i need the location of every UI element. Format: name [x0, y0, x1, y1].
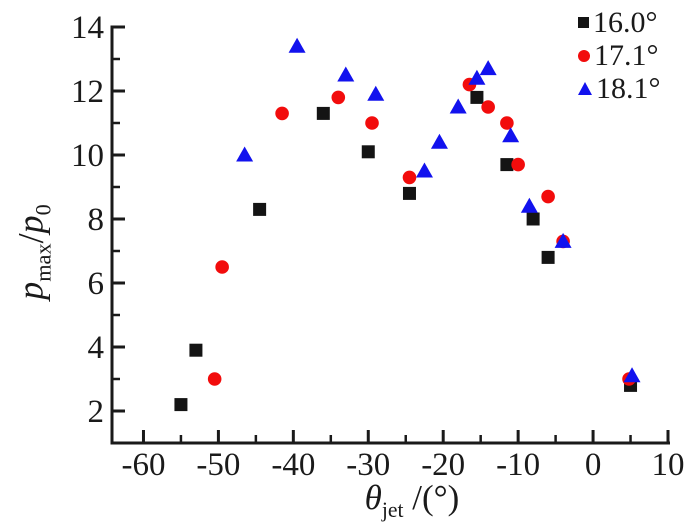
- axis-spines: [110, 25, 670, 445]
- data-point-triangle: [479, 60, 497, 76]
- x-tick-label: -10: [496, 447, 540, 483]
- data-point-circle: [481, 100, 495, 114]
- legend-item-18-1: 18.1°: [578, 72, 661, 105]
- y-tick-label: 6: [88, 266, 105, 302]
- data-point-circle: [402, 170, 417, 185]
- x-tick-label: -30: [346, 447, 390, 483]
- data-point-square: [253, 202, 267, 216]
- data-point-square: [361, 145, 375, 159]
- data-point-circle: [541, 189, 555, 204]
- y-title-subscript-2: 0: [30, 204, 56, 216]
- data-point-triangle: [288, 37, 306, 53]
- data-point-circle: [365, 116, 379, 130]
- data-point-triangle: [367, 85, 385, 101]
- legend-label-16-0: 16.0°: [593, 6, 658, 39]
- data-point-triangle: [468, 69, 486, 85]
- y-tick-label: 2: [88, 394, 105, 430]
- y-axis-title: pmax/p0: [9, 204, 56, 300]
- x-tick-label: -60: [121, 447, 165, 483]
- data-point-square: [470, 90, 484, 104]
- x-tick-label: 10: [652, 447, 685, 483]
- x-tick-label: -50: [196, 447, 240, 483]
- data-point-triangle: [337, 66, 355, 82]
- data-point-circle: [511, 157, 525, 172]
- data-point-circle: [500, 116, 514, 130]
- data-point-square: [316, 106, 330, 120]
- legend-item-17-1: 17.1°: [578, 39, 661, 72]
- data-point-square: [541, 250, 555, 264]
- data-point-circle: [215, 260, 229, 274]
- data-point-triangle: [430, 133, 448, 149]
- y-title-symbol-1: p: [10, 281, 51, 300]
- x-tick-label: -20: [421, 447, 465, 483]
- y-title-subscript-1: max: [30, 243, 56, 282]
- y-tick-label: 10: [71, 138, 104, 174]
- data-point-circle: [275, 106, 289, 121]
- data-point-triangle: [449, 98, 467, 114]
- legend-item-16-0: 16.0°: [578, 6, 661, 39]
- legend-label-17-1: 17.1°: [594, 39, 659, 72]
- data-point-triangle: [502, 127, 520, 143]
- y-tick-label: 8: [88, 202, 105, 238]
- legend-circle-marker-icon: [578, 49, 590, 62]
- legend-square-marker-icon: [578, 17, 589, 28]
- x-title-symbol: θ: [364, 478, 382, 517]
- data-point-square: [526, 212, 540, 226]
- data-point-square: [174, 398, 188, 412]
- y-tick-label: 4: [88, 330, 105, 366]
- data-point-triangle: [554, 232, 572, 248]
- legend: 16.0° 17.1° 18.1°: [578, 6, 661, 105]
- data-point-triangle: [623, 367, 641, 383]
- data-point-circle: [331, 90, 346, 105]
- x-axis-title: θjet /(°): [365, 478, 460, 523]
- data-point-triangle: [415, 162, 433, 178]
- y-title-symbol-2: p: [10, 215, 51, 234]
- x-title-subscript: jet: [381, 498, 404, 522]
- legend-label-18-1: 18.1°: [596, 72, 661, 105]
- data-point-triangle: [520, 197, 538, 213]
- y-tick-label: 14: [71, 10, 104, 46]
- x-tick-label: 0: [585, 447, 602, 483]
- data-point-square: [402, 186, 416, 200]
- data-point-triangle: [236, 146, 254, 162]
- y-title-slash: /: [10, 233, 51, 244]
- data-point-circle: [207, 372, 222, 386]
- x-tick-label: -40: [271, 447, 315, 483]
- x-title-unit: /(°): [403, 478, 460, 517]
- data-point-square: [189, 343, 203, 357]
- legend-triangle-marker-icon: [578, 82, 592, 95]
- data-point-square: [500, 158, 514, 172]
- y-tick-label: 12: [71, 74, 104, 110]
